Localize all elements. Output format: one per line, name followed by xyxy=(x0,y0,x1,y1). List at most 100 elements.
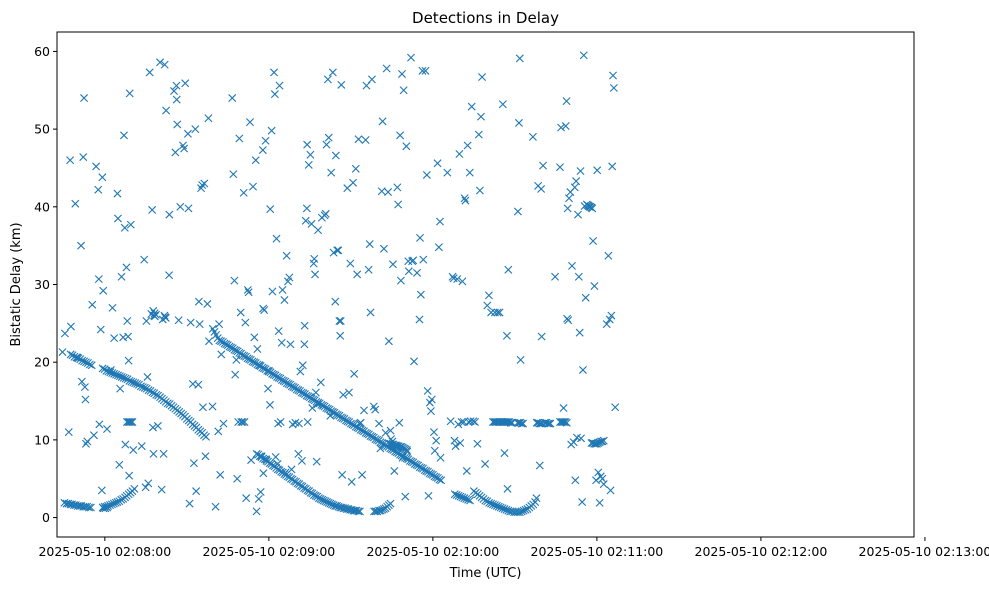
data-point xyxy=(294,419,303,428)
data-point xyxy=(356,418,365,427)
data-point xyxy=(609,83,618,92)
data-point xyxy=(376,444,385,453)
data-point xyxy=(543,419,552,428)
data-point xyxy=(277,338,286,347)
x-tick-label: 2025-05-10 02:12:00 xyxy=(695,544,828,559)
data-point xyxy=(88,300,97,309)
data-point xyxy=(565,194,574,203)
data-point xyxy=(86,503,95,512)
data-point xyxy=(500,449,509,458)
data-point xyxy=(384,188,393,197)
data-point xyxy=(432,473,441,482)
data-point xyxy=(379,244,388,253)
x-tick-label: 2025-05-10 02:11:00 xyxy=(531,544,664,559)
data-point xyxy=(123,317,132,326)
data-point xyxy=(506,418,515,427)
data-point xyxy=(289,383,298,392)
data-point xyxy=(328,407,337,416)
data-point xyxy=(323,404,332,413)
data-point xyxy=(412,460,421,469)
data-point xyxy=(278,285,287,294)
data-point xyxy=(437,476,446,485)
data-point xyxy=(217,350,226,359)
data-point xyxy=(599,436,608,445)
y-axis-label: Bistatic Delay (km) xyxy=(9,222,24,346)
data-point xyxy=(157,485,166,494)
y-tick-label: 30 xyxy=(34,277,50,292)
data-point xyxy=(198,403,207,412)
data-point xyxy=(304,392,313,401)
data-point xyxy=(464,495,473,504)
data-point xyxy=(417,463,426,472)
data-point xyxy=(235,348,244,357)
data-point xyxy=(205,337,213,346)
data-point xyxy=(64,428,73,437)
data-point xyxy=(607,311,616,320)
data-point xyxy=(303,418,312,427)
data-point xyxy=(172,81,181,90)
data-point xyxy=(460,194,469,203)
data-point xyxy=(125,471,134,480)
data-point xyxy=(298,361,307,370)
data-point xyxy=(89,431,98,440)
data-point xyxy=(79,153,88,162)
data-point xyxy=(140,255,149,264)
data-point xyxy=(410,357,419,366)
data-point xyxy=(92,162,101,171)
data-point xyxy=(125,89,134,98)
data-point xyxy=(519,419,528,428)
data-point xyxy=(121,440,130,449)
data-point xyxy=(174,316,183,325)
data-point xyxy=(426,407,435,416)
data-point xyxy=(373,435,382,444)
data-point xyxy=(429,428,438,437)
data-point xyxy=(103,503,112,512)
data-point xyxy=(578,498,587,507)
data-point xyxy=(84,503,93,512)
data-point xyxy=(148,423,157,432)
data-point xyxy=(390,466,399,475)
data-point xyxy=(306,488,315,497)
data-point xyxy=(180,144,189,153)
data-point xyxy=(594,468,603,477)
data-point xyxy=(461,196,470,205)
data-point xyxy=(140,383,149,392)
data-point xyxy=(259,469,268,478)
y-tick-label: 20 xyxy=(34,355,50,370)
data-point xyxy=(562,97,571,106)
data-point xyxy=(311,491,320,500)
data-point xyxy=(153,421,162,430)
data-point xyxy=(416,233,425,242)
data-point xyxy=(66,322,75,331)
data-point xyxy=(297,456,306,465)
data-point xyxy=(457,418,466,427)
data-point xyxy=(156,58,165,67)
data-point xyxy=(186,318,195,327)
data-point xyxy=(588,204,597,213)
data-point xyxy=(358,470,367,479)
data-point xyxy=(117,272,126,281)
data-point xyxy=(323,75,332,84)
data-point xyxy=(192,487,201,496)
data-point xyxy=(236,308,245,317)
data-point xyxy=(148,388,157,397)
data-point xyxy=(334,246,343,255)
data-point xyxy=(77,241,86,250)
data-point xyxy=(333,246,342,255)
data-point xyxy=(394,200,403,209)
data-point xyxy=(183,129,192,138)
data-point xyxy=(235,134,244,143)
data-point xyxy=(144,479,153,488)
data-point xyxy=(71,199,80,208)
data-point xyxy=(246,118,254,127)
data-point xyxy=(590,282,599,291)
data-point xyxy=(231,370,240,379)
data-point xyxy=(126,220,135,229)
data-point xyxy=(215,320,224,329)
data-point xyxy=(262,456,271,465)
data-point xyxy=(170,87,178,96)
data-point xyxy=(510,508,519,517)
data-point xyxy=(378,439,387,447)
data-point xyxy=(574,272,583,281)
data-point xyxy=(462,466,471,475)
